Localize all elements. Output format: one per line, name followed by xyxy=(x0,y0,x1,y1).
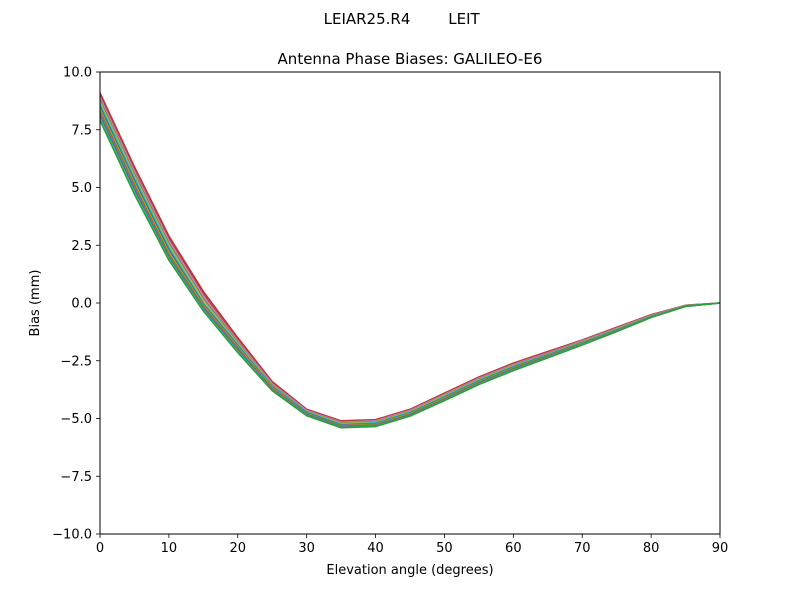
y-tick-label: 7.5 xyxy=(71,123,92,138)
y-tick-label: −5.0 xyxy=(60,412,92,427)
figure-suptitle-right: LEIT xyxy=(448,10,480,28)
y-tick-label: −2.5 xyxy=(60,354,92,369)
series-line-4 xyxy=(99,99,721,424)
y-axis-label: Bias (mm) xyxy=(28,270,43,337)
y-tick-label: 10.0 xyxy=(63,66,92,81)
x-tick-label: 90 xyxy=(712,541,729,556)
series-line-10 xyxy=(99,113,721,428)
series-line-8 xyxy=(99,108,721,427)
y-tick-label: 0.0 xyxy=(71,297,92,312)
x-tick-label: 50 xyxy=(436,541,453,556)
x-tick-label: 60 xyxy=(505,541,522,556)
series-line-9 xyxy=(99,110,721,427)
x-axis-label: Elevation angle (degrees) xyxy=(326,563,493,578)
series-line-12 xyxy=(99,117,721,429)
series-line-5 xyxy=(99,101,721,425)
x-tick-label: 80 xyxy=(643,541,660,556)
series-line-3 xyxy=(99,97,721,423)
x-tick-label: 40 xyxy=(367,541,384,556)
y-tick-label: −7.5 xyxy=(60,470,92,485)
series-line-2 xyxy=(99,94,721,423)
x-tick-label: 30 xyxy=(298,541,315,556)
plot-frame xyxy=(99,71,721,535)
y-tick-label: 5.0 xyxy=(71,181,92,196)
series-line-13 xyxy=(99,120,721,429)
x-tick-label: 0 xyxy=(96,541,104,556)
x-tick-label: 10 xyxy=(161,541,178,556)
series-line-11 xyxy=(99,115,721,428)
x-tick-label: 70 xyxy=(574,541,591,556)
series-line-6 xyxy=(99,104,721,426)
y-tick-label: 2.5 xyxy=(71,239,92,254)
series-line-1 xyxy=(99,92,721,422)
x-tick-label: 20 xyxy=(230,541,247,556)
chart-title: Antenna Phase Biases: GALILEO-E6 xyxy=(278,50,543,68)
plot-series-group xyxy=(99,92,721,429)
series-line-7 xyxy=(99,106,721,426)
y-tick-label: −10.0 xyxy=(52,528,92,543)
figure-suptitle-left: LEIAR25.R4 xyxy=(324,10,411,28)
axis-ticks-group: 0 10 20 30 40 50 60 70 80 90 −10.0 −7.5 −5.0 −2.5 0.0 2… xyxy=(52,66,728,557)
